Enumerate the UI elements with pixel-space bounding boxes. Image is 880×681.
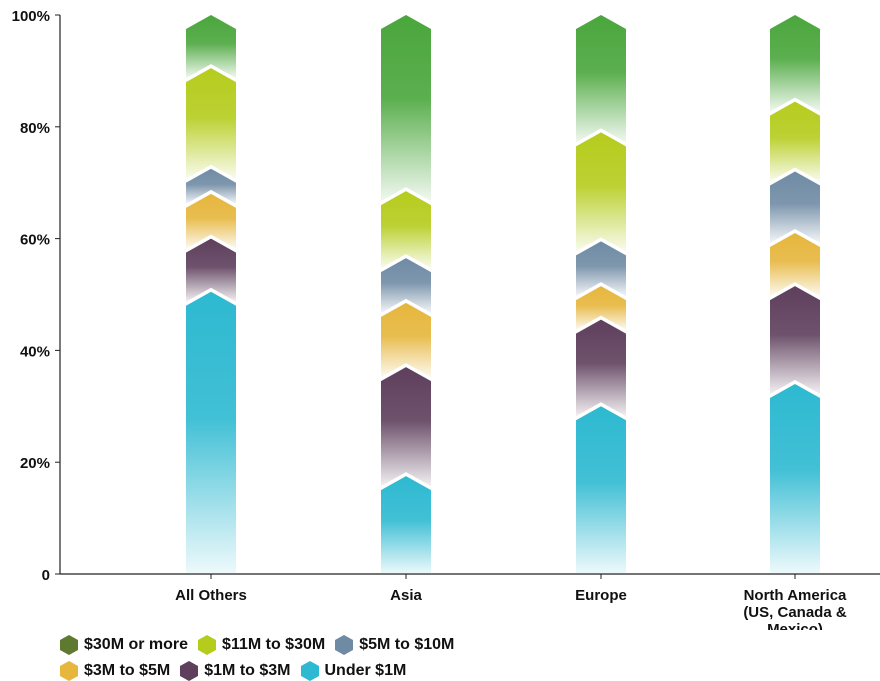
- bar-segment-under-1m: [576, 406, 626, 574]
- legend-label: Under $1M: [324, 662, 407, 679]
- stacked-bar-chart: 0 20% 40% 60% 80% 100% All Others Asia Europe No…: [12, 8, 880, 638]
- legend-swatch: [180, 661, 199, 681]
- bar-segment-5m-to-10m: [770, 171, 820, 244]
- bar-segment-under-1m: [186, 291, 236, 574]
- legend-swatch: [60, 635, 78, 655]
- legend: $30M or more $11M to $30M $5M to $10M $3M …: [60, 632, 580, 681]
- bar-segment-11m-to-30m: [576, 132, 626, 252]
- legend-item: Under $1M: [300, 661, 407, 681]
- legend-row: $30M or more $11M to $30M $5M to $10M: [60, 632, 580, 658]
- bar-segment-3m-to-5m: [576, 286, 626, 330]
- x-axis: All Others Asia Europe North America (US, Ca…: [60, 573, 880, 638]
- legend-item: $11M to $30M: [198, 635, 325, 655]
- y-tick-label: 20%: [20, 455, 50, 472]
- y-tick-label: 80%: [20, 120, 50, 137]
- bar-segment-1m-to-3m: [576, 319, 626, 417]
- bar-segment-30m-or-more: [381, 15, 431, 202]
- bar-segment-under-1m: [381, 476, 431, 574]
- bar-segment-1m-to-3m: [381, 367, 431, 487]
- bar-segment-3m-to-5m: [770, 233, 820, 297]
- x-tick-label: North America (US, Canada & Mexico): [743, 587, 847, 630]
- x-tick-label: Asia: [390, 587, 422, 604]
- bar-segment-11m-to-30m: [381, 191, 431, 269]
- bar-segment-3m-to-5m: [186, 193, 236, 249]
- y-tick-label: 60%: [20, 232, 50, 249]
- legend-swatch: [198, 635, 217, 655]
- y-tick-label: 100%: [12, 8, 50, 25]
- x-tick-label: Europe: [575, 587, 627, 604]
- y-tick-label: 0: [42, 567, 50, 584]
- bar-segment-30m-or-more: [186, 15, 236, 79]
- legend-item: $1M to $3M: [180, 661, 291, 681]
- legend-swatch: [300, 661, 319, 681]
- legend-item: $30M or more: [60, 635, 188, 655]
- legend-row: $3M to $5M $1M to $3M Under $1M: [60, 658, 580, 681]
- bar-segment-11m-to-30m: [770, 101, 820, 182]
- y-axis: 0 20% 40% 60% 80% 100%: [12, 8, 61, 584]
- legend-label: $5M to $10M: [359, 636, 455, 653]
- legend-label: $30M or more: [84, 636, 189, 653]
- bar-segment-5m-to-10m: [186, 168, 236, 204]
- y-tick-label: 40%: [20, 343, 50, 360]
- bar-segment-11m-to-30m: [186, 68, 236, 179]
- bar-segment-1m-to-3m: [770, 286, 820, 394]
- legend-swatch: [60, 661, 78, 681]
- x-tick-label: All Others: [175, 587, 247, 604]
- bar-segment-1m-to-3m: [186, 238, 236, 302]
- bars-group: [186, 15, 820, 574]
- legend-swatch: [335, 635, 354, 655]
- legend-item: $3M to $5M: [60, 661, 170, 681]
- bar-segment-30m-or-more: [576, 15, 626, 143]
- legend-label: $1M to $3M: [204, 662, 291, 679]
- bar-segment-30m-or-more: [770, 15, 820, 112]
- legend-label: $3M to $5M: [84, 662, 171, 679]
- bar-segment-5m-to-10m: [576, 241, 626, 297]
- bar-segment-under-1m: [770, 383, 820, 574]
- legend-label: $11M to $30M: [222, 636, 326, 653]
- bar-segment-5m-to-10m: [381, 258, 431, 313]
- legend-item: $5M to $10M: [335, 635, 454, 655]
- bar-segment-3m-to-5m: [381, 302, 431, 378]
